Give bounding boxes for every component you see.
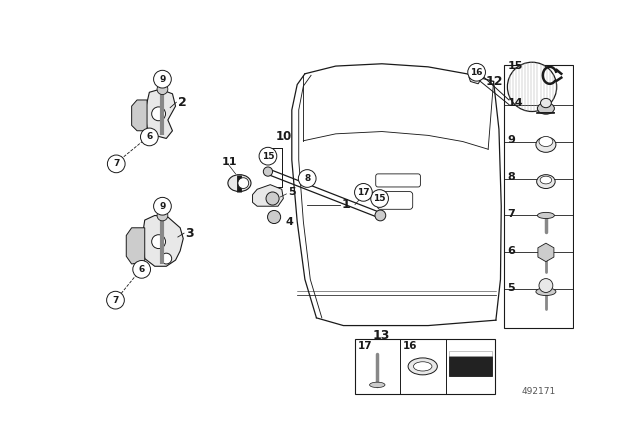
Text: 9: 9: [159, 75, 166, 84]
Text: 4: 4: [285, 217, 294, 227]
Text: 15: 15: [508, 61, 523, 71]
Ellipse shape: [537, 175, 555, 189]
Polygon shape: [126, 228, 145, 264]
Ellipse shape: [538, 212, 554, 219]
Circle shape: [152, 235, 166, 249]
Ellipse shape: [541, 99, 551, 108]
Text: 16: 16: [403, 340, 417, 351]
Circle shape: [157, 210, 168, 221]
Text: 15: 15: [262, 152, 274, 161]
Text: 6: 6: [146, 133, 152, 142]
Text: 9: 9: [508, 135, 515, 145]
Circle shape: [539, 279, 553, 293]
Polygon shape: [145, 89, 175, 138]
Text: 5: 5: [288, 187, 296, 198]
Circle shape: [107, 291, 124, 309]
Circle shape: [371, 190, 388, 207]
Polygon shape: [469, 68, 484, 84]
Ellipse shape: [536, 137, 556, 152]
Polygon shape: [141, 215, 183, 266]
Circle shape: [375, 210, 386, 221]
Ellipse shape: [408, 358, 437, 375]
Text: 8: 8: [508, 172, 515, 182]
Text: 12: 12: [485, 75, 502, 88]
Circle shape: [141, 128, 158, 146]
Text: 6: 6: [508, 246, 515, 256]
Circle shape: [108, 155, 125, 173]
FancyBboxPatch shape: [376, 174, 420, 187]
FancyBboxPatch shape: [449, 351, 492, 356]
Ellipse shape: [540, 176, 552, 184]
Text: 17: 17: [358, 340, 372, 351]
Ellipse shape: [228, 175, 251, 192]
Bar: [504, 65, 573, 328]
Text: 10: 10: [276, 130, 292, 143]
Text: 8: 8: [304, 174, 310, 183]
Ellipse shape: [536, 288, 556, 296]
Circle shape: [468, 63, 486, 81]
Circle shape: [268, 211, 281, 224]
Polygon shape: [132, 100, 147, 131]
Ellipse shape: [369, 382, 385, 388]
Circle shape: [266, 192, 279, 205]
Text: 2: 2: [178, 96, 187, 109]
Circle shape: [157, 84, 168, 95]
Text: 1: 1: [341, 198, 350, 211]
Text: 492171: 492171: [521, 387, 556, 396]
Text: 11: 11: [221, 156, 237, 167]
Circle shape: [298, 170, 316, 187]
Circle shape: [133, 260, 150, 278]
Circle shape: [161, 253, 172, 264]
Bar: [355, 339, 495, 394]
Text: 14: 14: [508, 98, 523, 108]
Text: 15: 15: [373, 194, 386, 203]
Text: 16: 16: [470, 68, 483, 77]
Circle shape: [355, 184, 372, 201]
Ellipse shape: [413, 362, 432, 371]
Text: 7: 7: [112, 296, 118, 305]
FancyBboxPatch shape: [449, 356, 492, 375]
Circle shape: [152, 107, 166, 121]
Ellipse shape: [538, 103, 554, 114]
Text: 3: 3: [186, 227, 194, 240]
Polygon shape: [253, 185, 284, 206]
Circle shape: [154, 70, 172, 88]
Ellipse shape: [238, 178, 249, 189]
Ellipse shape: [539, 137, 553, 146]
Text: 9: 9: [159, 202, 166, 211]
Text: 5: 5: [508, 283, 515, 293]
Text: 7: 7: [113, 159, 120, 168]
Text: 17: 17: [357, 188, 370, 197]
Circle shape: [508, 62, 557, 112]
Circle shape: [263, 167, 273, 176]
Text: 7: 7: [508, 209, 515, 219]
Text: 13: 13: [372, 329, 390, 342]
Text: 6: 6: [138, 265, 145, 274]
Text: 14: 14: [363, 192, 376, 202]
Circle shape: [259, 147, 276, 165]
Circle shape: [154, 198, 172, 215]
FancyBboxPatch shape: [378, 192, 413, 209]
